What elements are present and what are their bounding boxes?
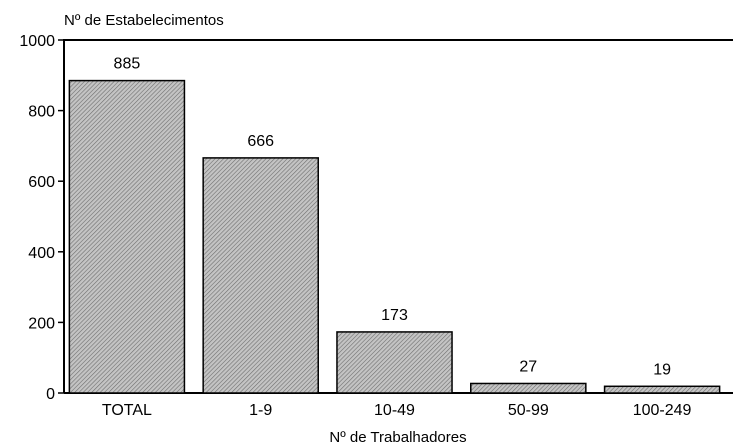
y-tick-label: 800 xyxy=(28,104,55,121)
bar-total xyxy=(68,79,186,394)
x-tick-label: 10-49 xyxy=(374,402,415,419)
value-label: 666 xyxy=(247,133,274,150)
value-label: 173 xyxy=(381,307,408,324)
value-label: 885 xyxy=(114,56,141,73)
y-axis-title: Nº de Estabelecimentos xyxy=(64,12,224,29)
x-axis-title: Nº de Trabalhadores xyxy=(329,429,466,446)
x-ticks: TOTAL 1-9 10-49 50-99 100-249 xyxy=(102,402,692,419)
x-tick-label: 100-249 xyxy=(633,402,692,419)
y-tick-label: 600 xyxy=(28,174,55,191)
value-labels: 885 666 173 27 19 xyxy=(114,56,672,379)
y-tick-label: 400 xyxy=(28,245,55,262)
x-tick-label: TOTAL xyxy=(102,402,152,419)
value-label: 19 xyxy=(653,361,671,378)
bar-1-9 xyxy=(202,157,319,394)
bar-50-99 xyxy=(470,382,587,394)
y-tick-label: 0 xyxy=(46,386,55,403)
y-ticks: 0 200 400 600 800 1000 xyxy=(19,33,64,403)
x-tick-label: 50-99 xyxy=(508,402,549,419)
y-tick-label: 1000 xyxy=(19,33,55,50)
bar-100-249 xyxy=(603,385,721,394)
y-tick-label: 200 xyxy=(28,315,55,332)
x-tick-label: 1-9 xyxy=(249,402,272,419)
value-label: 27 xyxy=(519,358,537,375)
bar-10-49 xyxy=(336,331,453,394)
bars xyxy=(68,79,721,394)
